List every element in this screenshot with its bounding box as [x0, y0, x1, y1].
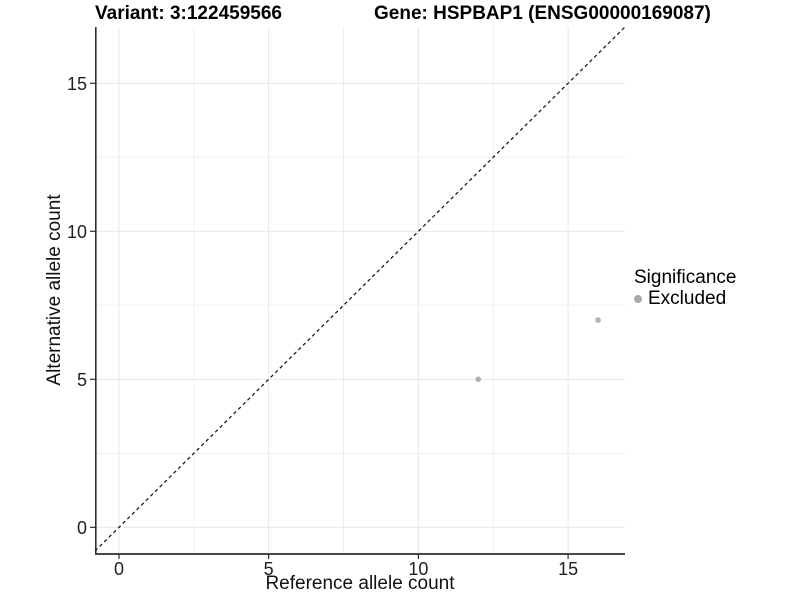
x-tick-label: 10	[408, 559, 428, 579]
x-axis-title: Reference allele count	[265, 573, 455, 594]
legend-entry-label: Excluded	[648, 288, 727, 309]
y-axis-title: Alternative allele count	[44, 194, 65, 386]
legend-entry: Excluded	[634, 289, 736, 309]
variant-title: Variant: 3:122459566	[95, 3, 282, 24]
legend: Significance Excluded	[634, 267, 736, 309]
x-tick-label: 5	[264, 559, 274, 579]
data-point	[595, 317, 601, 323]
legend-point-icon	[634, 295, 642, 303]
y-tick-label: 5	[77, 370, 87, 390]
y-tick-label: 15	[67, 74, 87, 94]
y-tick-label: 0	[77, 518, 87, 538]
plot-panel: 0 5 10 15 0 5 10 15	[67, 26, 626, 579]
x-tick-label: 0	[114, 559, 124, 579]
gene-title: Gene: HSPBAP1 (ENSG00000169087)	[374, 3, 711, 24]
y-tick-label: 10	[67, 222, 87, 242]
data-point	[475, 376, 482, 383]
x-tick-label: 15	[558, 559, 578, 579]
legend-title: Significance	[634, 267, 737, 288]
identity-line	[94, 26, 626, 552]
